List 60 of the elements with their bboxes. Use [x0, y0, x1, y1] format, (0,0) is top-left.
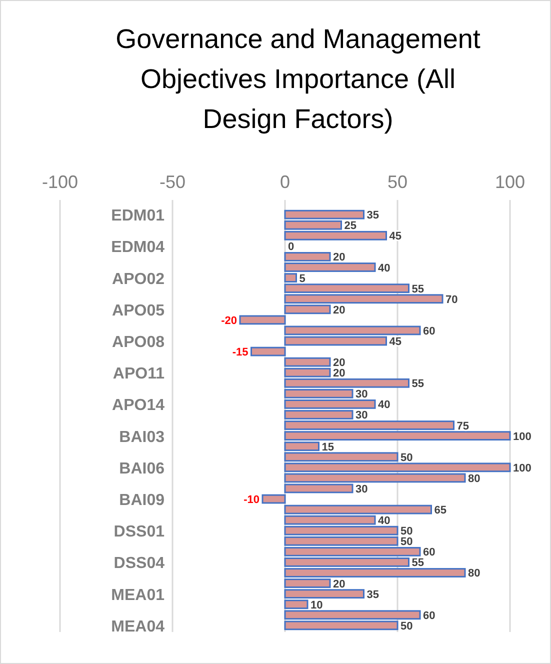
data-label: 60 [423, 610, 436, 622]
data-label: 20 [333, 252, 346, 264]
x-tick-label: -50 [159, 172, 186, 192]
data-label: 75 [456, 420, 469, 432]
data-label: 45 [389, 230, 402, 243]
data-label: 20 [333, 368, 346, 380]
data-label: 5 [299, 272, 306, 285]
y-tick-label: DSS01 [114, 524, 165, 541]
data-label: 30 [356, 483, 368, 496]
y-tick-label: EDM04 [111, 239, 165, 256]
x-tick-label: -100 [42, 172, 78, 192]
data-label: 40 [378, 262, 390, 274]
y-tick-label: MEA04 [111, 618, 165, 636]
data-label: 45 [389, 336, 402, 348]
y-tick-label: BAI06 [119, 460, 165, 478]
y-tick-label: EDM01 [111, 208, 165, 225]
y-tick-label: DSS04 [114, 555, 165, 572]
y-tick-label: MEA01 [111, 586, 165, 604]
y-tick-label: APO08 [112, 334, 165, 351]
data-label: 30 [356, 388, 368, 401]
x-tick-label: 50 [387, 172, 408, 192]
data-label: 40 [378, 515, 390, 528]
y-tick-label: APO05 [112, 302, 165, 320]
data-label: 50 [400, 620, 413, 632]
data-label: 25 [344, 220, 356, 232]
data-label: 55 [412, 378, 424, 390]
data-label: 0 [288, 241, 294, 254]
data-label: 60 [423, 325, 436, 338]
data-label: 30 [356, 410, 368, 422]
data-label: 40 [378, 399, 390, 412]
data-label: 20 [333, 578, 346, 590]
data-label: 50 [400, 536, 413, 548]
data-label: 70 [446, 294, 458, 306]
data-label: 35 [366, 588, 379, 601]
data-label: 35 [366, 210, 379, 222]
data-label: 80 [468, 568, 480, 580]
data-label: -20 [221, 314, 237, 327]
data-label: 100 [513, 462, 532, 474]
data-label: 20 [333, 304, 346, 316]
chart-title: Governance and Management Objectives Importance (All Design Factors) [116, 24, 481, 134]
y-tick-label: BAI03 [119, 428, 165, 446]
data-label: 20 [333, 357, 346, 370]
data-label: 100 [513, 430, 532, 443]
data-label: -10 [244, 494, 260, 506]
data-label: -15 [232, 346, 248, 359]
data-label: 60 [423, 546, 436, 559]
data-label: 65 [434, 504, 446, 517]
x-tick-label: 0 [280, 172, 290, 192]
data-label: 50 [400, 452, 413, 464]
y-tick-label: APO02 [112, 270, 165, 288]
data-label: 50 [400, 526, 413, 538]
y-tick-label: APO11 [112, 366, 165, 383]
data-label: 80 [468, 472, 480, 485]
data-label: 10 [310, 599, 323, 612]
data-label: 15 [322, 441, 334, 454]
x-tick-label: 100 [494, 172, 526, 192]
y-tick-label: BAI09 [119, 492, 165, 510]
data-label: 55 [412, 557, 424, 570]
y-tick-label: APO14 [112, 397, 165, 414]
data-label: 55 [412, 283, 424, 296]
